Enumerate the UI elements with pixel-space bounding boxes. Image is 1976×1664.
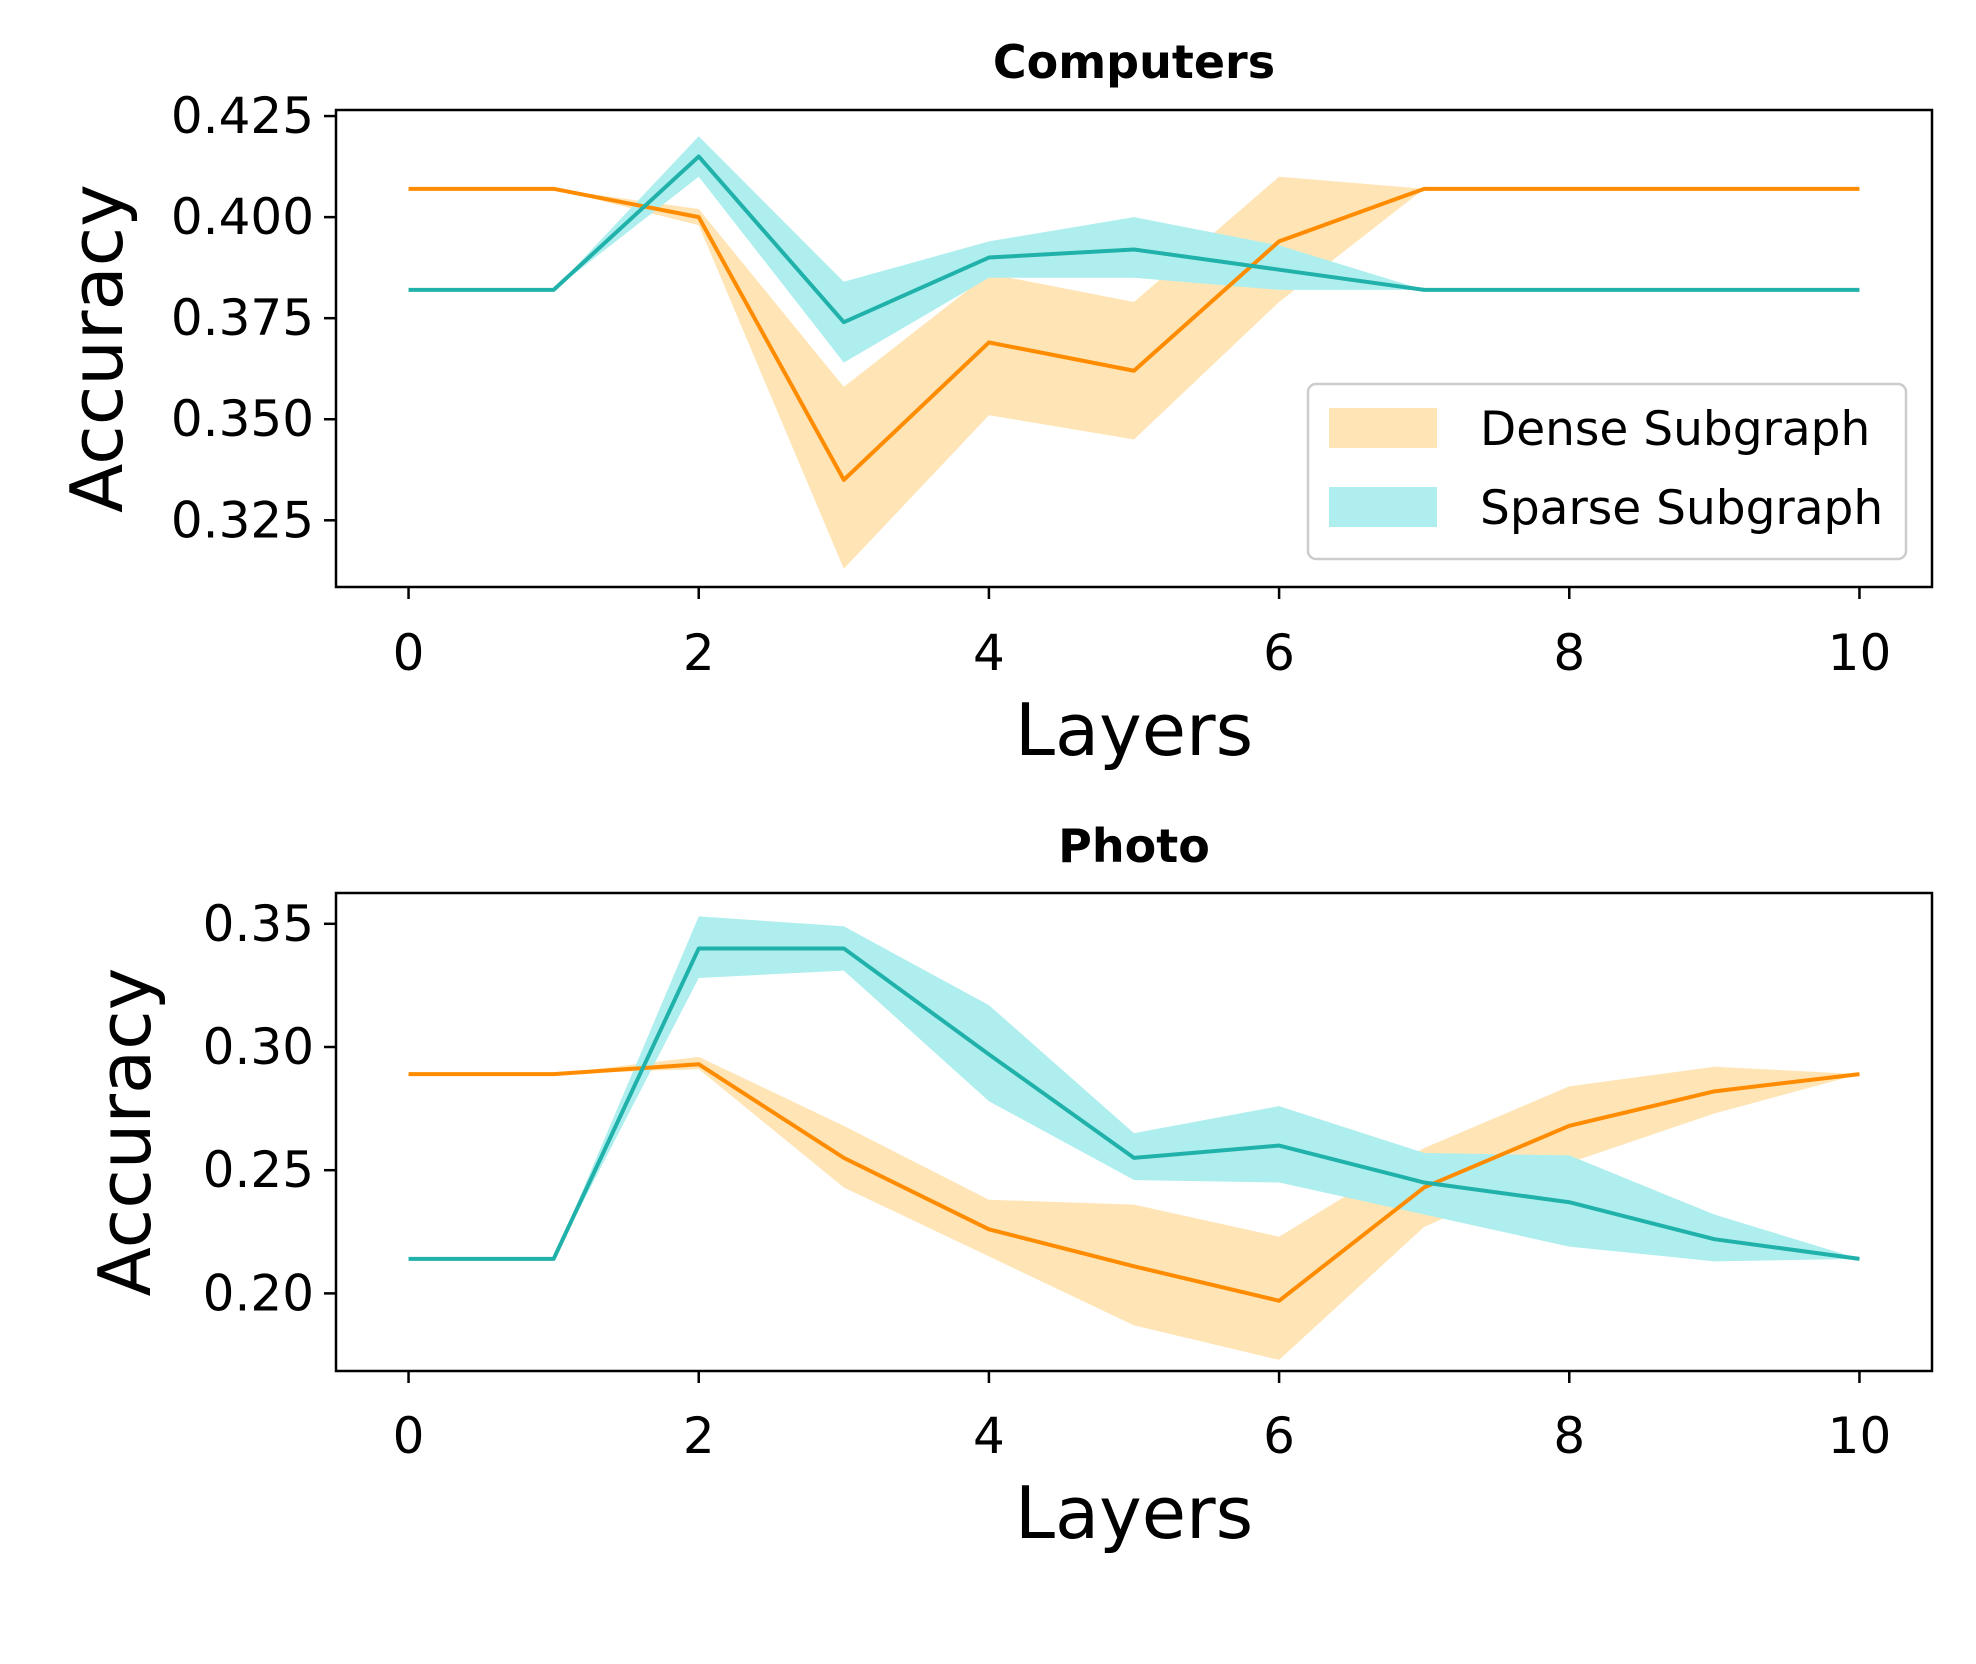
- x-tick-label: 6: [1263, 1407, 1295, 1465]
- x-tick-label: 4: [973, 1407, 1005, 1465]
- y-axis-label: Accuracy: [83, 968, 167, 1297]
- x-tick-label: 8: [1553, 624, 1585, 682]
- dense-subgraph-band: [408, 176, 1860, 569]
- chart-computers: Computers 0 2 4 6 8 10 0.325 0.350 0.375 0.400 0.42…: [55, 35, 1934, 772]
- plot-frame: [334, 108, 1934, 589]
- dense-subgraph-line: [408, 186, 1860, 482]
- legend-swatch-dense-subgraph: [1329, 408, 1437, 448]
- y-tick-label: 0.375: [171, 289, 314, 347]
- x-axis-label: Layers: [1015, 1471, 1253, 1555]
- x-tick-label: 0: [393, 624, 425, 682]
- y-tick-label: 0.350: [171, 390, 314, 448]
- y-tick-label: 0.35: [203, 895, 314, 953]
- legend: Dense Subgraph Sparse Subgraph: [1306, 382, 1908, 561]
- x-tick-label: 6: [1263, 624, 1295, 682]
- x-tick-label: 2: [683, 1407, 715, 1465]
- y-tick-label: 0.20: [203, 1264, 314, 1322]
- sparse-subgraph-line: [408, 946, 1860, 1261]
- dense-subgraph-band: [408, 1056, 1860, 1360]
- y-tick-label: 0.400: [171, 188, 314, 246]
- x-tick-label: 10: [1828, 624, 1892, 682]
- x-tick-label: 2: [683, 624, 715, 682]
- chart-photo: Photo 0 2 4 6 8 10 0.20 0.25 0.30 0.35 Layers Accura…: [83, 819, 1934, 1555]
- legend-label-dense-subgraph: Dense Subgraph: [1480, 402, 1870, 457]
- dense-subgraph-line: [408, 1062, 1860, 1303]
- legend-swatch-sparse-subgraph: [1329, 487, 1437, 527]
- x-tick-label: 4: [973, 624, 1005, 682]
- x-tick-label: 10: [1828, 1407, 1892, 1465]
- y-tick-label: 0.25: [203, 1141, 314, 1199]
- y-axis-label: Accuracy: [55, 184, 139, 513]
- legend-label-sparse-subgraph: Sparse Subgraph: [1480, 481, 1883, 536]
- plot-frame: [334, 891, 1934, 1373]
- x-tick-label: 0: [393, 1407, 425, 1465]
- sparse-subgraph-line: [408, 154, 1860, 325]
- chart-title: Photo: [1058, 819, 1210, 873]
- legend-frame: [1306, 382, 1908, 561]
- y-tick-label: 0.425: [171, 87, 314, 145]
- y-tick-label: 0.30: [203, 1018, 314, 1076]
- x-axis-label: Layers: [1015, 688, 1253, 772]
- x-tick-label: 8: [1553, 1407, 1585, 1465]
- chart-title: Computers: [993, 35, 1275, 89]
- y-tick-label: 0.325: [171, 491, 314, 549]
- sparse-subgraph-band: [408, 916, 1860, 1262]
